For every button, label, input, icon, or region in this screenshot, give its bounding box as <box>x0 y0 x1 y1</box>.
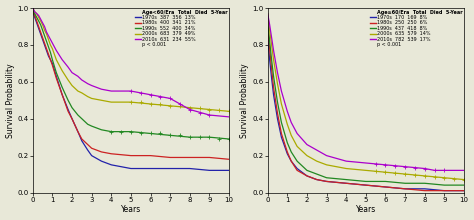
Y-axis label: Survival Probability: Survival Probability <box>240 63 249 138</box>
X-axis label: Years: Years <box>121 205 141 214</box>
Legend: Age<60/Era  Total  Died  5-Year, 1970s  387  356  13%, 1980s  400  341  21%, 199: Age<60/Era Total Died 5-Year, 1970s 387 … <box>135 9 228 48</box>
Y-axis label: Survival Probability: Survival Probability <box>6 63 15 138</box>
X-axis label: Years: Years <box>356 205 376 214</box>
Legend: Age≥60/Era  Total  Died  5-Year, 1970s  170  169  8%, 1980s  250  250  6%, 1990s: Age≥60/Era Total Died 5-Year, 1970s 170 … <box>370 9 463 48</box>
